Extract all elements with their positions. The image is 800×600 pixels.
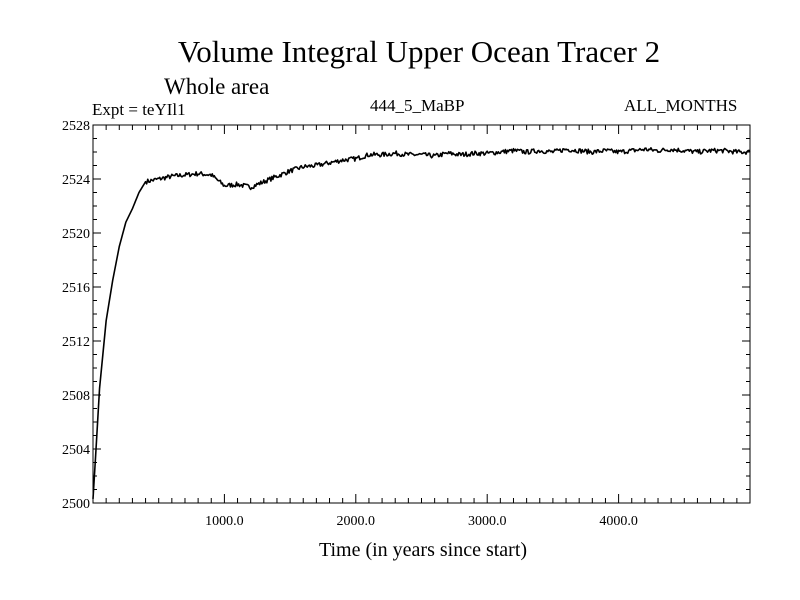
y-tick-label: 2524 [62, 173, 90, 188]
y-tick-label: 2520 [62, 227, 90, 242]
series-line [92, 147, 751, 499]
y-tick-label: 2512 [62, 335, 90, 350]
y-tick-label: 2508 [62, 389, 90, 404]
chart-subtitle: Whole area [164, 74, 270, 99]
y-tick-label: 2528 [62, 119, 90, 134]
axis-tick-labels: 2500 2504 2508 2512 2516 2520 2524 2528 1000.0 20… [62, 119, 638, 529]
experiment-label: Expt = teYIl1 [92, 100, 186, 119]
y-tick-label: 2516 [62, 281, 90, 296]
y-tick-label: 2504 [62, 443, 90, 458]
x-tick-label: 1000.0 [205, 514, 244, 529]
axis-ticks [93, 124, 750, 504]
months-label: ALL_MONTHS [624, 96, 738, 115]
x-axis-label: Time (in years since start) [318, 539, 528, 561]
x-tick-label: 4000.0 [599, 514, 638, 529]
plot-frame [92, 124, 751, 504]
x-tick-label: 2000.0 [337, 514, 376, 529]
x-tick-label: 3000.0 [468, 514, 507, 529]
chart-title: Volume Integral Upper Ocean Tracer 2 [177, 34, 661, 69]
run-label: 444_5_MaBP [370, 96, 465, 115]
y-tick-label: 2500 [62, 497, 90, 512]
